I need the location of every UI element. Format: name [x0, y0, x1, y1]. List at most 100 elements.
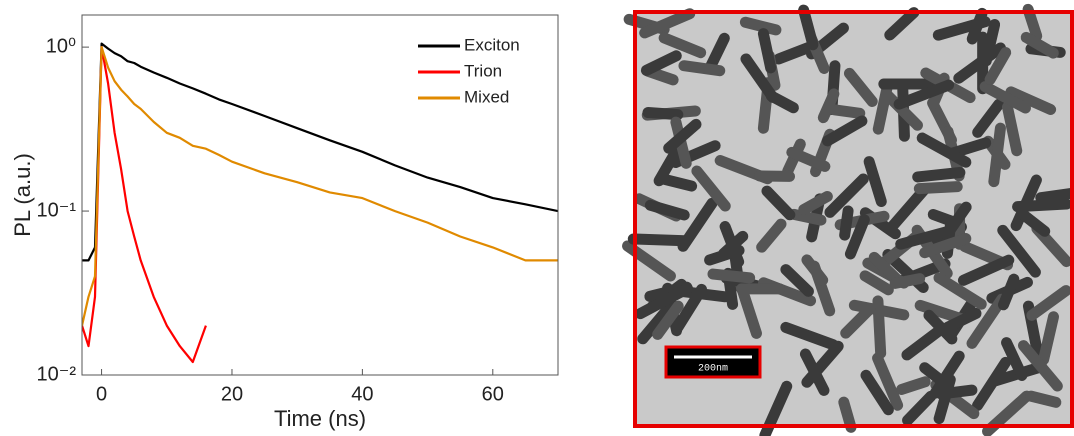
nanorod: [935, 384, 978, 400]
nanorod: [798, 4, 819, 51]
nanorod: [1005, 86, 1057, 116]
nanorod: [637, 301, 676, 345]
nanorod: [704, 32, 730, 73]
nanorod: [735, 279, 762, 339]
nanorod: [957, 254, 1015, 286]
nanorod: [919, 233, 972, 259]
nanorod: [859, 270, 894, 296]
tem-image: [622, 3, 1074, 436]
nanorod: [736, 283, 786, 295]
nanorod: [912, 167, 966, 183]
y-tick-label: 10⁻¹: [37, 199, 77, 221]
image-border: [633, 10, 1074, 428]
nanorod: [887, 183, 931, 232]
nanorod: [979, 81, 1031, 114]
nanorod: [672, 283, 708, 333]
nanorod: [872, 352, 904, 411]
y-axis-label: PL (a.u.): [10, 153, 35, 237]
nanorod: [843, 67, 878, 107]
nanorod: [639, 8, 696, 39]
nanorod: [980, 19, 1001, 67]
nanorod: [884, 7, 920, 41]
nanorod: [844, 214, 870, 260]
nanorod: [893, 79, 955, 110]
nanorod: [863, 156, 887, 208]
nanorod: [1001, 337, 1028, 382]
x-tick-label: 0: [96, 383, 107, 405]
nanorod: [765, 90, 799, 114]
nanorod: [839, 205, 854, 241]
nanorod: [872, 295, 887, 359]
nanorod: [1038, 311, 1060, 366]
nanorod: [644, 199, 690, 221]
nanorod: [652, 300, 684, 340]
nanorod: [1026, 285, 1072, 321]
nanorod: [872, 81, 893, 135]
nanorod: [966, 293, 1008, 349]
nanorod: [658, 173, 698, 192]
axes-frame: [81, 14, 559, 376]
series-line: [82, 42, 558, 262]
nanorod: [828, 104, 866, 119]
nanorod: [786, 146, 831, 172]
nanorod: [942, 307, 982, 333]
nanorod: [916, 132, 972, 168]
nanorod: [997, 273, 1020, 311]
nanorod: [627, 233, 691, 247]
nanorod: [896, 376, 931, 395]
nanorod: [902, 390, 937, 426]
nanorod: [634, 283, 694, 320]
nanorod: [914, 299, 966, 324]
nanorod: [691, 165, 731, 212]
nanorod: [923, 309, 958, 345]
nanorod: [756, 218, 787, 253]
nanorod: [1025, 390, 1062, 408]
nanorod: [663, 118, 702, 154]
nanorod: [1001, 101, 1023, 157]
nanorod: [678, 60, 726, 77]
x-tick-label: 40: [351, 383, 373, 405]
nanorod: [997, 224, 1041, 278]
nanorod: [933, 374, 956, 425]
legend-label: Trion: [464, 61, 502, 80]
nanorod: [780, 321, 839, 351]
legend-label: Mixed: [464, 87, 509, 106]
nanorod: [972, 98, 1005, 138]
nanorod: [757, 28, 777, 74]
scale-bar-label: 200nm: [698, 364, 728, 375]
nanorod: [788, 208, 827, 226]
legend-label: Exciton: [464, 35, 520, 54]
nanorod: [988, 122, 1006, 188]
nanorod: [972, 356, 1012, 411]
nanorod: [739, 16, 782, 36]
nanorod: [1017, 340, 1063, 392]
nanorod: [761, 185, 796, 221]
nanorod: [719, 221, 745, 268]
nanorod: [889, 273, 926, 289]
nanorod: [838, 396, 857, 433]
series-line: [82, 46, 558, 326]
nanorod: [1012, 198, 1072, 213]
nanorod: [868, 251, 902, 284]
nanorod: [984, 47, 1012, 86]
nanorod: [878, 78, 942, 90]
nanorod: [929, 350, 965, 399]
nanorod: [801, 340, 844, 388]
nanorod: [860, 369, 894, 416]
x-tick-label: 60: [482, 383, 504, 405]
nanorod: [740, 53, 779, 103]
scale-bar-box: [664, 345, 762, 379]
plot-area: [82, 42, 558, 362]
x-tick-label: 20: [221, 383, 243, 405]
nanorod: [1017, 208, 1051, 237]
nanorod: [1020, 31, 1059, 59]
nanorod: [882, 90, 923, 131]
nanorod: [824, 173, 869, 218]
nanorod: [773, 41, 817, 65]
nanorod: [780, 264, 814, 297]
nanorod: [933, 272, 987, 310]
series-line: [82, 47, 525, 362]
nanorod: [658, 32, 707, 59]
nanorod: [642, 107, 684, 121]
